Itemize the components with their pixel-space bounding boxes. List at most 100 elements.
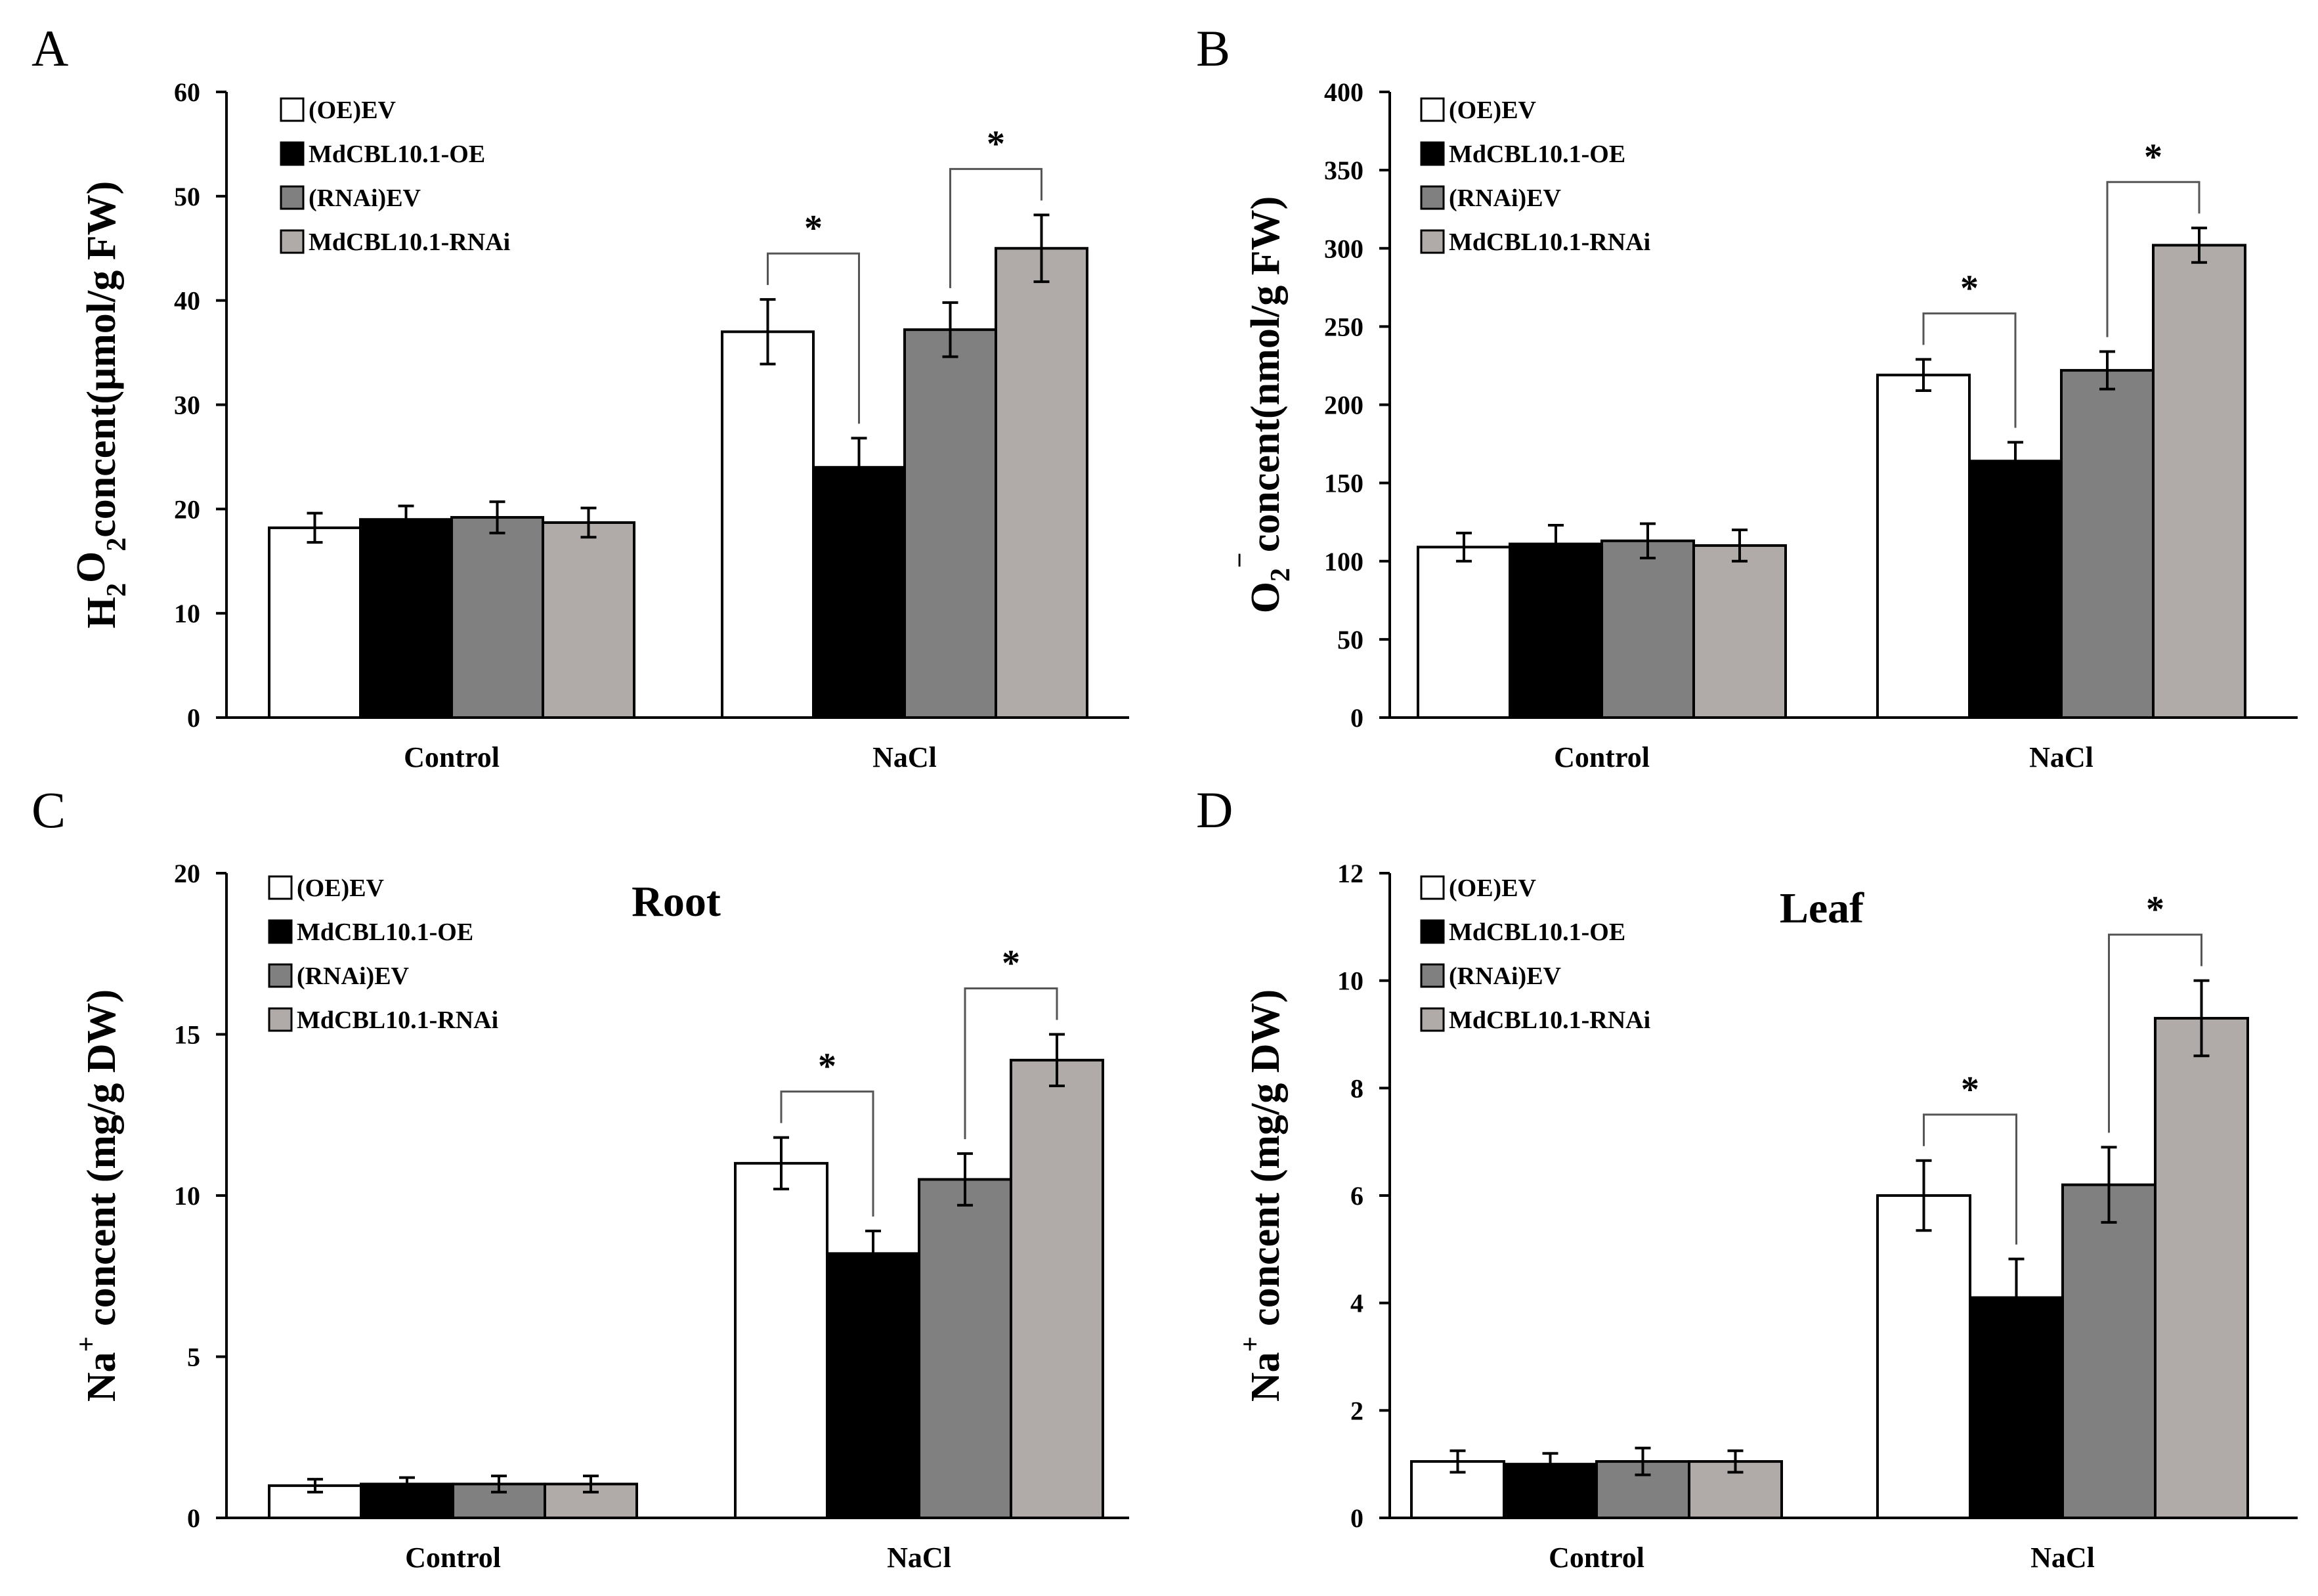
bar-rnai-ev-control <box>450 516 544 719</box>
legend-swatch <box>280 97 305 122</box>
significance-bracket <box>949 167 1042 288</box>
legend-swatch <box>280 229 305 254</box>
legend-swatch <box>280 141 305 166</box>
legend-swatch <box>268 1007 293 1032</box>
legend-label: MdCBL10.1-OE <box>1449 918 1625 946</box>
x-category-label: NaCl <box>887 1542 951 1574</box>
chart-panel-d: D 0 2 4 6 8 10 12 Control NaCl * * (OE)EV MdCBL10.1-O… <box>1196 781 2298 1574</box>
bar-oe-ev-nacl <box>734 1161 828 1519</box>
significance-star: * <box>2146 890 2164 930</box>
bar-rnai-ev-nacl <box>2060 369 2155 719</box>
significance-bracket <box>1922 312 2017 428</box>
y-tick-label: 15 <box>174 1020 200 1050</box>
y-tick-label: 300 <box>1324 234 1363 263</box>
significance-bracket <box>767 252 860 424</box>
significance-star: * <box>804 208 823 249</box>
x-category-label: Control <box>1554 741 1650 773</box>
legend-label: MdCBL10.1-OE <box>297 918 473 946</box>
legend-swatch <box>1420 963 1445 988</box>
y-tick-label: 4 <box>1350 1289 1363 1318</box>
bar-oe-ev-control <box>268 526 362 719</box>
y-axis-label-part: H <box>79 597 124 628</box>
panel-letter: A <box>32 20 68 77</box>
y-axis-label-part: Na <box>1243 1352 1288 1402</box>
bar-mdcbl10-1-rnai-nacl <box>2152 244 2246 719</box>
bar-mdcbl10-1-rnai-control <box>1692 544 1787 719</box>
legend-label: (OE)EV <box>297 874 385 902</box>
y-axis-label-part: concent(nmol/g FW) <box>1243 196 1288 552</box>
legend-swatch <box>1420 229 1445 254</box>
significance-bracket <box>780 1090 874 1217</box>
legend-label: MdCBL10.1-OE <box>309 140 485 168</box>
panel-letter: D <box>1196 781 1233 838</box>
legend-label: (RNAi)EV <box>1449 184 1562 212</box>
y-tick-label: 250 <box>1324 312 1363 341</box>
significance-star: * <box>987 123 1005 164</box>
legend-label: MdCBL10.1-RNAi <box>1449 228 1650 256</box>
y-axis-label: H2O2concent(μmol/g FW) <box>69 181 132 629</box>
significance-star: * <box>1960 268 1979 309</box>
legend-swatch <box>268 875 293 900</box>
y-axis-label-part: concent(μmol/g FW) <box>79 181 124 538</box>
y-tick-label: 100 <box>1324 547 1363 576</box>
bar-mdcbl10-1-oe-control <box>359 518 453 719</box>
legend-label: MdCBL10.1-RNAi <box>309 228 510 256</box>
legend-label: (RNAi)EV <box>1449 962 1562 990</box>
x-category-label: Control <box>405 1542 501 1574</box>
legend-swatch <box>268 919 293 944</box>
panel-letter: C <box>32 781 66 838</box>
legend-label: MdCBL10.1-RNAi <box>1449 1006 1650 1034</box>
y-axis-label: O2−concent(nmol/g FW) <box>1225 196 1296 614</box>
significance-star: * <box>818 1046 836 1087</box>
bar-mdcbl10-1-oe-nacl <box>812 465 906 719</box>
y-axis-label-part: Na <box>79 1352 124 1402</box>
significance-bracket <box>2106 181 2200 337</box>
legend-swatch <box>1420 1007 1445 1032</box>
bar-oe-ev-nacl <box>721 330 815 720</box>
y-tick-label: 40 <box>174 286 200 316</box>
chart-panel-c: C 0 5 10 15 20 Control NaCl * * (OE)EV MdCBL10.1-OE… <box>32 781 1129 1574</box>
bar-mdcbl10-1-oe-nacl <box>1968 460 2063 720</box>
y-tick-label: 150 <box>1324 469 1363 498</box>
y-tick-label: 20 <box>174 859 200 888</box>
y-axis-label-part: 2 <box>102 538 132 551</box>
y-tick-label: 6 <box>1350 1181 1363 1211</box>
legend-label: (OE)EV <box>309 97 397 124</box>
y-axis-label-part: + <box>72 1336 102 1352</box>
legend-label: MdCBL10.1-RNAi <box>297 1006 498 1034</box>
y-tick-label: 10 <box>174 1181 200 1211</box>
y-axis-label: Na+ concent (mg/g DW) <box>1235 989 1288 1402</box>
chart-panel-b: B 0 50 100 150 200 250 300 350 400 Control NaCl * * (O… <box>1196 20 2298 773</box>
y-tick-label: 10 <box>174 599 200 628</box>
y-axis-label-part: O <box>69 551 114 583</box>
significance-bracket <box>964 987 1058 1140</box>
bar-oe-ev-control <box>1417 546 1511 719</box>
panel-title: Leaf <box>1780 884 1864 932</box>
bar-oe-ev-nacl <box>1876 374 1971 719</box>
legend-label: MdCBL10.1-OE <box>1449 140 1625 168</box>
significance-star: * <box>1961 1069 1979 1110</box>
legend-swatch <box>1420 875 1445 900</box>
y-tick-label: 2 <box>1350 1396 1363 1425</box>
significance-bracket <box>1923 1113 2017 1245</box>
y-tick-label: 0 <box>1350 1503 1363 1533</box>
x-category-label: NaCl <box>872 741 937 773</box>
y-tick-label: 8 <box>1350 1073 1363 1103</box>
y-axis-label-part: + <box>1235 1336 1266 1352</box>
legend-label: (RNAi)EV <box>297 962 410 990</box>
legend-label: (OE)EV <box>1449 874 1537 902</box>
legend-label: (OE)EV <box>1449 97 1537 124</box>
legend-label: (RNAi)EV <box>309 184 421 212</box>
bar-rnai-ev-nacl <box>2061 1183 2157 1519</box>
x-category-label: NaCl <box>2029 741 2093 773</box>
y-tick-label: 0 <box>1350 703 1363 733</box>
chart-panel-a: A 0 10 20 30 40 50 60 Control NaCl * * (OE)EV MdCBL10… <box>32 20 1129 773</box>
y-tick-label: 12 <box>1337 859 1363 888</box>
bar-mdcbl10-1-rnai-nacl <box>995 247 1088 719</box>
y-axis-label-part: concent (mg/g DW) <box>79 989 124 1337</box>
significance-star: * <box>2144 137 2162 177</box>
x-category-label: Control <box>404 741 500 773</box>
y-axis-label: Na+ concent (mg/g DW) <box>72 989 124 1402</box>
legend-swatch <box>1420 141 1445 166</box>
